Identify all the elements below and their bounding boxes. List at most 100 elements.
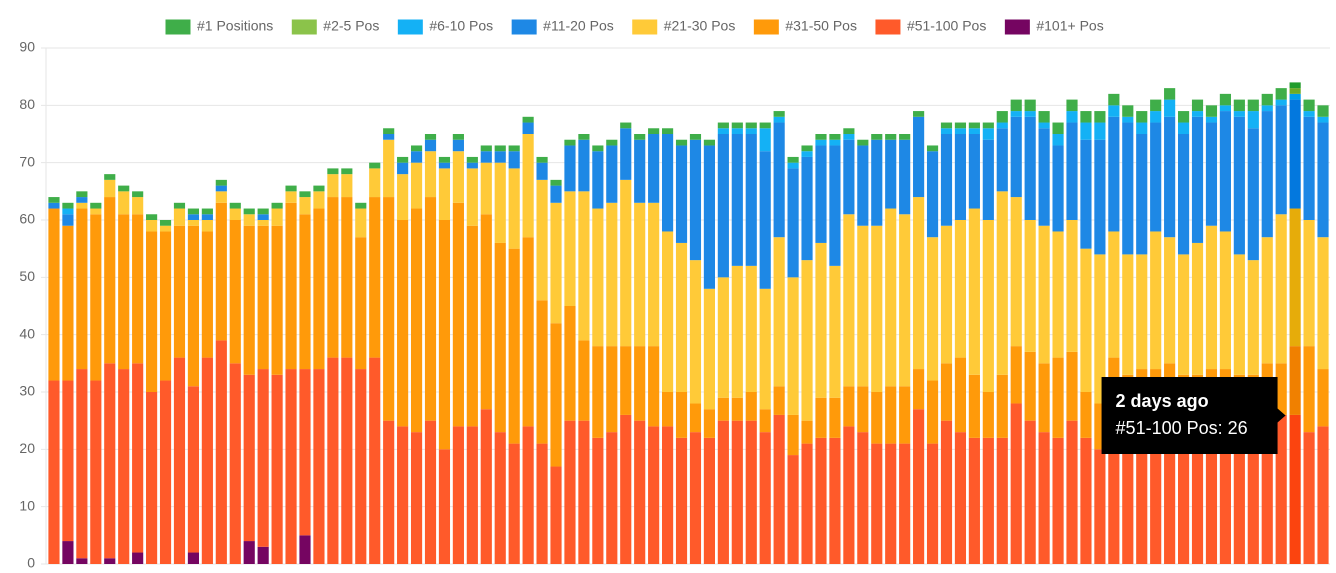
- bar-segment[interactable]: [731, 397, 743, 421]
- bar-segment[interactable]: [1275, 414, 1287, 564]
- bar-segment[interactable]: [146, 214, 158, 220]
- bar-stack[interactable]: [899, 134, 911, 564]
- bar-segment[interactable]: [146, 231, 158, 392]
- legend-item[interactable]: #31-50 Pos: [752, 18, 857, 36]
- bar-segment[interactable]: [717, 134, 729, 278]
- bar-segment[interactable]: [355, 208, 367, 238]
- bar-segment[interactable]: [187, 214, 200, 220]
- bar-stack[interactable]: [146, 214, 158, 564]
- bar-segment[interactable]: [801, 156, 813, 261]
- bar-segment[interactable]: [313, 208, 325, 370]
- legend-item[interactable]: #51-100 Pos: [874, 18, 986, 36]
- bar-segment[interactable]: [327, 174, 339, 198]
- bar-segment[interactable]: [940, 128, 953, 134]
- bar-segment[interactable]: [508, 145, 520, 152]
- bar-segment[interactable]: [1317, 426, 1329, 564]
- bar-segment[interactable]: [592, 145, 604, 152]
- bar-segment[interactable]: [1066, 122, 1078, 220]
- bar-segment[interactable]: [662, 231, 674, 392]
- bar-stack[interactable]: [550, 179, 562, 564]
- bar-segment[interactable]: [1080, 122, 1092, 140]
- bar-segment[interactable]: [564, 145, 576, 192]
- bar-segment[interactable]: [1177, 111, 1190, 123]
- bar-stack[interactable]: [592, 145, 604, 564]
- bar-segment[interactable]: [1080, 139, 1092, 249]
- bar-segment[interactable]: [968, 128, 980, 134]
- bar-segment[interactable]: [132, 552, 144, 564]
- bar-segment[interactable]: [104, 179, 116, 198]
- bar-stack[interactable]: [494, 145, 506, 564]
- bar-segment[interactable]: [76, 208, 88, 370]
- bar-segment[interactable]: [1317, 237, 1329, 370]
- legend-item[interactable]: #6-10 Pos: [396, 18, 493, 36]
- bar-segment[interactable]: [1317, 105, 1329, 117]
- bar-segment[interactable]: [1177, 254, 1190, 375]
- bar-segment[interactable]: [508, 248, 520, 444]
- bar-segment[interactable]: [355, 202, 367, 209]
- bar-segment[interactable]: [703, 409, 715, 438]
- bar-segment[interactable]: [397, 156, 409, 163]
- bar-segment[interactable]: [731, 122, 743, 129]
- bar-segment[interactable]: [1122, 122, 1134, 255]
- bar-segment[interactable]: [759, 288, 771, 410]
- bar-stack[interactable]: [731, 122, 743, 564]
- bar-stack[interactable]: [675, 139, 688, 564]
- bar-segment[interactable]: [1094, 254, 1106, 404]
- bar-segment[interactable]: [90, 208, 102, 215]
- bar-segment[interactable]: [648, 426, 660, 564]
- bar-segment[interactable]: [466, 426, 478, 564]
- bar-segment[interactable]: [1052, 437, 1064, 564]
- bar-segment[interactable]: [1052, 357, 1064, 438]
- bar-segment[interactable]: [494, 162, 506, 243]
- bar-segment[interactable]: [522, 134, 534, 238]
- bar-segment[interactable]: [104, 363, 116, 559]
- bar-stack[interactable]: [341, 168, 353, 564]
- bar-segment[interactable]: [1261, 237, 1273, 364]
- bar-segment[interactable]: [480, 151, 492, 163]
- bar-segment[interactable]: [104, 558, 116, 564]
- bar-segment[interactable]: [940, 420, 953, 564]
- bar-segment[interactable]: [466, 168, 478, 226]
- bar-segment[interactable]: [1010, 111, 1022, 117]
- bar-stack[interactable]: [1261, 93, 1273, 564]
- bar-segment[interactable]: [146, 220, 158, 232]
- bar-segment[interactable]: [508, 443, 520, 564]
- bar-segment[interactable]: [1289, 208, 1301, 347]
- bar-segment[interactable]: [327, 197, 339, 358]
- bar-segment[interactable]: [369, 168, 381, 198]
- bar-segment[interactable]: [494, 242, 506, 433]
- bar-segment[interactable]: [703, 139, 715, 146]
- bar-segment[interactable]: [201, 220, 213, 232]
- bar-segment[interactable]: [1247, 260, 1259, 375]
- bar-segment[interactable]: [383, 134, 395, 140]
- bar-stack[interactable]: [48, 197, 60, 564]
- bar-segment[interactable]: [1219, 437, 1231, 564]
- bar-segment[interactable]: [132, 363, 144, 553]
- bar-segment[interactable]: [271, 374, 283, 564]
- bar-stack[interactable]: [1080, 111, 1092, 564]
- bar-stack[interactable]: [397, 156, 409, 564]
- bar-segment[interactable]: [578, 420, 590, 564]
- bar-segment[interactable]: [62, 214, 74, 226]
- bar-segment[interactable]: [620, 414, 632, 564]
- bar-segment[interactable]: [1080, 392, 1092, 438]
- bar-segment[interactable]: [1136, 254, 1148, 370]
- bar-segment[interactable]: [662, 134, 674, 232]
- bar-segment[interactable]: [1233, 437, 1245, 564]
- bar-segment[interactable]: [564, 139, 576, 146]
- bar-stack[interactable]: [578, 134, 590, 564]
- bar-stack[interactable]: [410, 145, 423, 564]
- bar-segment[interactable]: [341, 197, 353, 358]
- bar-segment[interactable]: [410, 145, 423, 152]
- bar-segment[interactable]: [717, 277, 729, 398]
- bar-segment[interactable]: [1303, 99, 1315, 112]
- bar-segment[interactable]: [634, 134, 646, 140]
- bar-segment[interactable]: [759, 122, 771, 129]
- bar-segment[interactable]: [118, 369, 130, 564]
- bar-segment[interactable]: [1010, 197, 1022, 347]
- bar-segment[interactable]: [968, 437, 980, 564]
- bar-segment[interactable]: [1289, 414, 1301, 564]
- bar-segment[interactable]: [926, 380, 939, 444]
- bar-stack[interactable]: [564, 139, 576, 564]
- bar-segment[interactable]: [62, 208, 74, 215]
